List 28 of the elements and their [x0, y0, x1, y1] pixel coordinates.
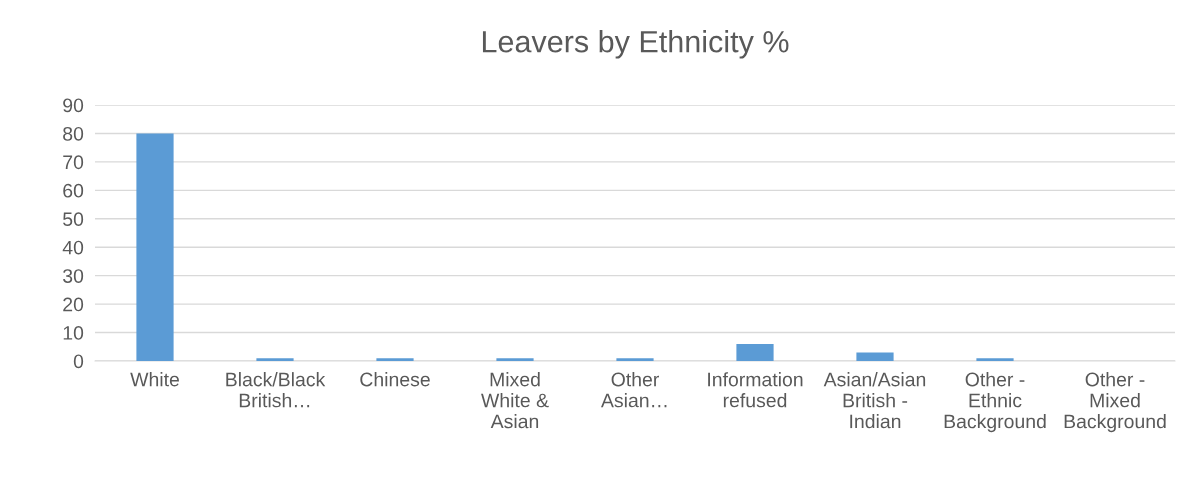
bar	[136, 133, 174, 361]
x-tick-label: White	[130, 372, 179, 387]
y-tick-label: 40	[62, 240, 84, 255]
y-tick-label: 80	[63, 126, 84, 141]
y-tick-label: 50	[63, 212, 84, 227]
x-tick-label: Other - Mixed Background	[1064, 372, 1166, 433]
chart-title: Leavers by Ethnicity %	[482, 30, 789, 59]
y-tick-label: 30	[63, 269, 84, 283]
x-tick-label: Chinese	[360, 372, 430, 387]
bar	[976, 358, 1014, 361]
x-tick-label: Other Asian…	[601, 372, 667, 408]
x-tick-label: Other - Ethnic Background	[944, 372, 1046, 433]
y-tick-label: 0	[73, 354, 84, 369]
y-tick-label: 70	[63, 155, 84, 170]
bar	[856, 352, 894, 361]
bar	[496, 358, 534, 361]
bar	[616, 358, 654, 361]
x-tick-label: Asian/Asian British - Indian	[823, 372, 926, 429]
y-tick-label: 90	[63, 98, 84, 113]
y-tick-label: 10	[63, 326, 84, 340]
bar	[256, 358, 294, 361]
x-tick-label: Black/Black British…	[226, 372, 326, 408]
x-tick-label: Information refused	[708, 372, 803, 408]
y-tick-label: 20	[63, 297, 84, 312]
bar	[736, 343, 774, 361]
x-tick-label: Mixed White & Asian	[481, 372, 549, 429]
y-tick-label: 60	[63, 183, 84, 198]
bar	[376, 358, 414, 361]
